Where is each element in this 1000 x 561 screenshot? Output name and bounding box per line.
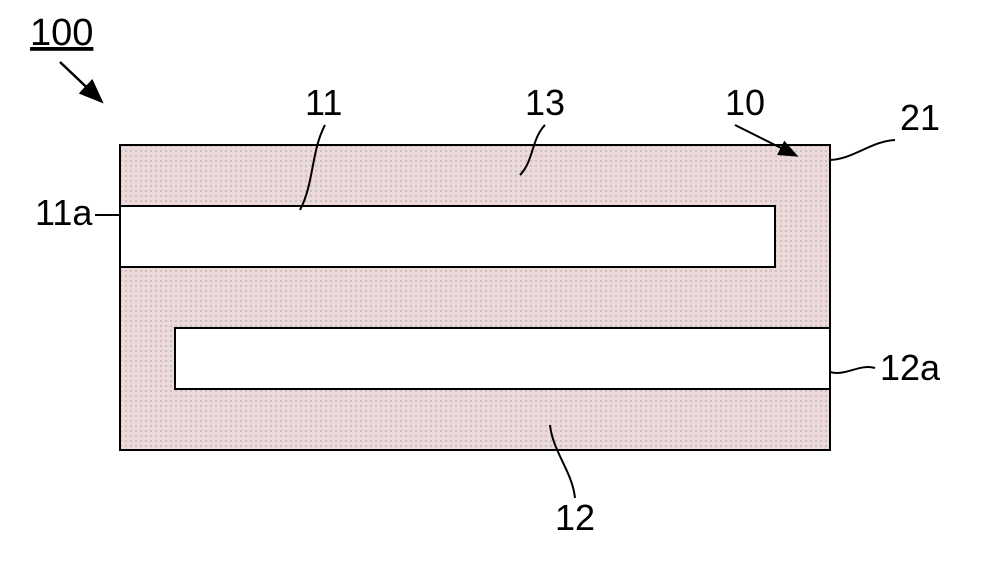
label-12: 12 bbox=[555, 497, 595, 538]
label-10: 10 bbox=[725, 82, 765, 123]
layer-stack bbox=[120, 145, 830, 450]
label-11a: 11a bbox=[35, 192, 93, 233]
ref-100-arrow bbox=[60, 62, 100, 100]
label-21: 21 bbox=[900, 97, 940, 138]
leader-12a bbox=[830, 367, 875, 373]
electrode-12 bbox=[175, 328, 830, 389]
label-13: 13 bbox=[525, 82, 565, 123]
ref-100: 100 bbox=[30, 12, 93, 54]
leader-21 bbox=[830, 140, 895, 160]
electrode-11 bbox=[120, 206, 775, 267]
outer-block bbox=[120, 145, 830, 450]
label-12a: 12a bbox=[880, 347, 941, 388]
diagram-root: 100 11 13 10 21 11a 12a 12 bbox=[0, 0, 1000, 561]
label-11: 11 bbox=[305, 82, 342, 123]
